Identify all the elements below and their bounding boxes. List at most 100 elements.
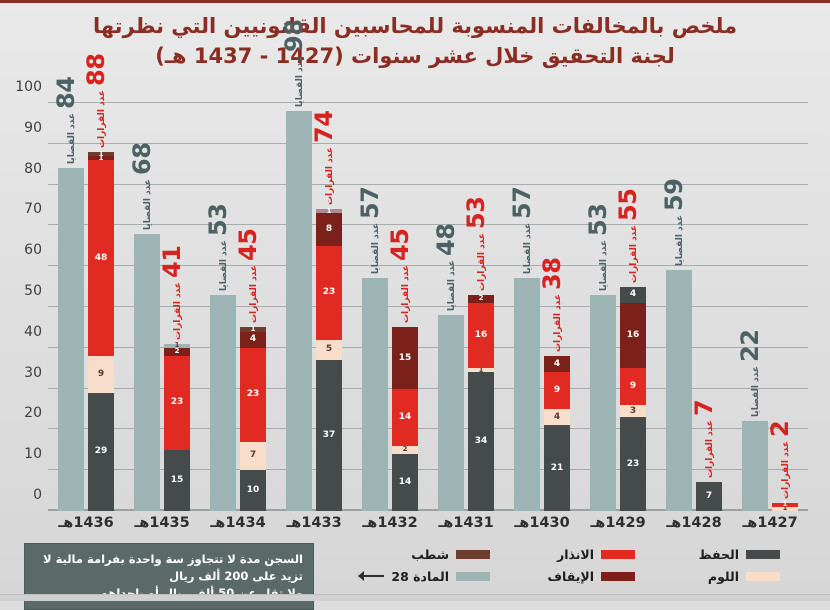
bar-segment-value: 2 — [174, 347, 180, 356]
bar-cases-caption: عدد القضايا — [447, 260, 457, 312]
y-axis-tick: 50 — [24, 283, 42, 299]
bar-decisions[interactable]: 10 7 23 4 1 — [240, 325, 266, 511]
bar-segment-eqaf[interactable]: 8 — [316, 213, 342, 246]
bar-segment-hifz[interactable]: 15 — [164, 449, 190, 511]
bar-decisions[interactable]: 29 9 48 1 1 — [88, 150, 114, 511]
bar-segment-hifz[interactable]: 21 — [544, 425, 570, 511]
bar-cases-caption: عدد القضايا — [523, 223, 533, 275]
bar-segment-hifz[interactable]: 29 — [88, 392, 114, 511]
bar-cases[interactable] — [514, 278, 540, 511]
bar-decisions[interactable]: 7 — [696, 482, 722, 511]
bar-segment-inzar[interactable]: 1 — [772, 501, 798, 508]
bar-decisions-caption: عدد القرارات — [173, 281, 183, 340]
bar-decisions-caption: عدد القرارات — [629, 224, 639, 283]
bar-decisions-value: 38 — [538, 257, 566, 290]
bar-cases-label: 22 عدد القضايا — [736, 330, 764, 417]
bar-segment-hifz[interactable]: 23 — [620, 417, 646, 511]
bar-segment-eqaf[interactable]: 15 — [392, 327, 418, 389]
x-axis-tick: 1433هـ — [286, 515, 342, 531]
bar-cases[interactable] — [58, 168, 84, 511]
bar-segment-hifz[interactable]: 37 — [316, 360, 342, 511]
bar-segment-eqaf[interactable]: 2 — [164, 347, 190, 356]
bar-segment-lawm[interactable]: 1 — [468, 366, 494, 373]
bar-cases[interactable] — [362, 278, 388, 511]
bar-cases-label: 57 عدد القضايا — [508, 187, 536, 274]
bar-segment-eqaf[interactable]: 2 — [468, 294, 494, 303]
bar-segment-lawm[interactable]: 5 — [316, 339, 342, 361]
legend-item[interactable]: المادة 28 — [340, 565, 490, 587]
bar-group: 98 عدد القضايا 37 5 23 8 1 74 عدد القرارات — [276, 20, 352, 511]
gridline — [48, 183, 808, 185]
bar-segment-value: 5 — [325, 344, 333, 355]
bar-segment-inzar[interactable]: 9 — [544, 372, 570, 410]
bar-segment-value: 16 — [474, 330, 488, 341]
bar-decisions-label: 38 عدد القرارات — [538, 258, 566, 352]
legend-item[interactable]: شطب — [340, 543, 490, 565]
bar-decisions-label: 74 عدد القرارات — [310, 111, 338, 205]
bar-decisions[interactable]: 21 4 9 4 — [544, 355, 570, 511]
bar-segment-hifz[interactable]: 4 — [620, 286, 646, 303]
bar-cases[interactable] — [590, 294, 616, 511]
legend-label: شطب — [411, 546, 449, 562]
y-axis-tick: 30 — [24, 364, 42, 381]
legend-label: الانذار — [557, 546, 594, 562]
bar-segment-inzar[interactable]: 16 — [468, 302, 494, 369]
bar-group: 53 عدد القضايا 23 3 9 16 4 55 عدد القرارات — [580, 103, 656, 511]
bar-cases[interactable] — [210, 294, 236, 511]
bar-decisions-value: 45 — [234, 228, 262, 262]
bar-cases[interactable] — [286, 111, 312, 511]
bar-segment-inzar[interactable]: 23 — [316, 245, 342, 340]
bar-segment-shatb_mauve[interactable]: 1 — [316, 207, 342, 214]
bar-segment-shatb[interactable]: 1 — [88, 150, 114, 157]
bar-segment-hifz[interactable]: 34 — [468, 372, 494, 511]
bar-segment-lawm[interactable]: 4 — [544, 409, 570, 426]
bar-decisions-caption: عدد القرارات — [705, 420, 715, 479]
gridline — [48, 509, 808, 511]
bar-cases[interactable] — [742, 421, 768, 511]
bar-cases[interactable] — [438, 315, 464, 511]
legend-swatch-shatb — [456, 549, 490, 559]
bar-decisions[interactable]: 14 2 14 15 — [392, 327, 418, 511]
bar-decisions-label: 53 عدد القرارات — [462, 196, 490, 290]
gridline — [48, 306, 808, 307]
bar-segment-inzar[interactable]: 23 — [164, 355, 190, 450]
bar-segment-shatb[interactable]: 1 — [240, 325, 266, 332]
bar-decisions[interactable]: 15 23 2 1 — [164, 342, 190, 511]
bar-segment-eqaf[interactable]: 16 — [620, 302, 646, 369]
bar-segment-hifz[interactable]: 10 — [240, 470, 266, 511]
bar-segment-eqaf[interactable]: 4 — [240, 331, 266, 348]
bar-segment-lawm[interactable]: 2 — [392, 445, 418, 454]
bar-segment-madda28[interactable]: 1 — [164, 342, 190, 349]
bar-segment-inzar[interactable]: 23 — [240, 347, 266, 442]
bar-segment-lawm[interactable]: 7 — [240, 441, 266, 471]
bar-segment-inzar[interactable]: 48 — [88, 160, 114, 356]
bar-segment-lawm[interactable]: 3 — [620, 404, 646, 418]
bar-segment-hifz[interactable]: 7 — [696, 482, 722, 511]
bar-segment-inzar[interactable]: 14 — [392, 388, 418, 446]
bar-decisions[interactable]: 37 5 23 8 1 — [316, 207, 342, 511]
bar-segment-inzar[interactable]: 9 — [620, 368, 646, 405]
bar-cases-caption: عدد القضايا — [599, 239, 609, 291]
bar-segment-value: 4 — [553, 411, 561, 422]
bar-segment-value: 8 — [325, 224, 333, 235]
bar-group: 22 عدد القضايا 1 1 2 عدد القرارات — [732, 103, 808, 512]
legend-item[interactable]: اللوم — [630, 565, 780, 587]
legend-label: اللوم — [707, 568, 739, 584]
bar-segment-value: 23 — [322, 287, 336, 298]
bar-decisions[interactable]: 34 1 16 2 — [468, 294, 494, 511]
bar-cases[interactable] — [666, 270, 692, 511]
legend-item[interactable]: الإيقاف — [485, 565, 635, 587]
bar-segment-eqaf[interactable]: 1 — [88, 154, 114, 161]
bar-cases[interactable] — [134, 233, 160, 511]
bar-decisions-label: 45 عدد القرارات — [234, 229, 262, 323]
bar-segment-lawm[interactable]: 9 — [88, 355, 114, 393]
bar-segment-eqaf[interactable]: 4 — [544, 355, 570, 373]
bar-segment-lawm[interactable]: 1 — [772, 505, 798, 512]
bar-decisions[interactable]: 23 3 9 16 4 — [620, 286, 646, 511]
legend-item[interactable]: الحفظ — [630, 543, 780, 565]
legend-item[interactable]: الانذار — [485, 543, 635, 565]
x-axis-tick: 1429هـ — [590, 515, 646, 531]
bar-decisions-caption: عدد القرارات — [781, 440, 791, 499]
bar-segment-hifz[interactable]: 14 — [392, 453, 418, 511]
